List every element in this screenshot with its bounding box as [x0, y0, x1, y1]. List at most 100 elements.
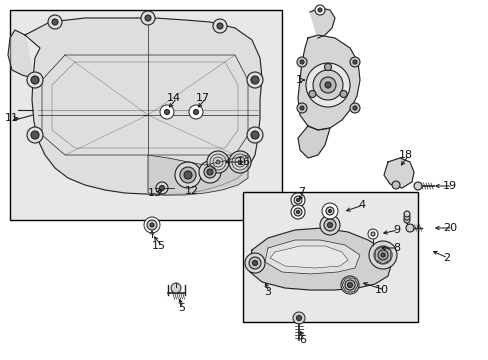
Text: 20: 20	[442, 223, 456, 233]
Circle shape	[314, 5, 325, 15]
Circle shape	[319, 215, 339, 235]
Circle shape	[250, 76, 259, 84]
Circle shape	[141, 11, 155, 25]
Circle shape	[317, 8, 321, 12]
Polygon shape	[264, 240, 359, 274]
Circle shape	[203, 166, 216, 178]
Circle shape	[296, 103, 306, 113]
Circle shape	[238, 160, 242, 164]
Circle shape	[27, 127, 43, 143]
Circle shape	[164, 109, 169, 114]
Circle shape	[405, 224, 413, 232]
Circle shape	[352, 60, 356, 64]
Circle shape	[252, 261, 257, 266]
Circle shape	[292, 312, 305, 324]
Circle shape	[206, 151, 228, 173]
Circle shape	[199, 161, 221, 183]
Circle shape	[246, 72, 263, 88]
Circle shape	[159, 185, 164, 190]
Circle shape	[319, 77, 335, 93]
Circle shape	[296, 198, 299, 202]
Polygon shape	[383, 158, 413, 188]
Circle shape	[171, 283, 181, 293]
Text: 5: 5	[178, 303, 184, 313]
Circle shape	[250, 131, 259, 139]
Circle shape	[373, 246, 391, 264]
Text: 14: 14	[167, 93, 181, 103]
Polygon shape	[374, 246, 390, 264]
Text: 19: 19	[442, 181, 456, 191]
Circle shape	[216, 160, 220, 164]
Circle shape	[147, 220, 157, 230]
Circle shape	[403, 211, 409, 217]
Circle shape	[368, 241, 396, 269]
Text: 6: 6	[298, 335, 305, 345]
Circle shape	[370, 232, 374, 236]
Text: 17: 17	[196, 93, 210, 103]
Circle shape	[377, 250, 387, 260]
Circle shape	[217, 23, 223, 29]
Circle shape	[299, 106, 304, 110]
Polygon shape	[8, 30, 33, 78]
Text: 3: 3	[264, 287, 270, 297]
Circle shape	[296, 315, 301, 320]
Circle shape	[352, 106, 356, 110]
Circle shape	[206, 169, 213, 175]
Circle shape	[324, 63, 331, 71]
Text: 9: 9	[392, 225, 399, 235]
Circle shape	[193, 109, 198, 114]
Text: 18: 18	[398, 150, 412, 160]
Polygon shape	[148, 155, 247, 195]
Circle shape	[380, 253, 384, 257]
Circle shape	[308, 90, 315, 98]
Circle shape	[248, 257, 261, 269]
Circle shape	[156, 182, 168, 194]
Circle shape	[175, 162, 201, 188]
Circle shape	[290, 205, 305, 219]
Circle shape	[244, 253, 264, 273]
Circle shape	[189, 105, 203, 119]
Circle shape	[325, 207, 333, 215]
Text: 7: 7	[297, 187, 305, 197]
Circle shape	[293, 208, 302, 216]
Circle shape	[296, 211, 299, 213]
Circle shape	[31, 131, 39, 139]
Circle shape	[296, 57, 306, 67]
Text: 10: 10	[374, 285, 388, 295]
Circle shape	[31, 76, 39, 84]
Circle shape	[293, 196, 302, 204]
Polygon shape	[341, 278, 357, 292]
Circle shape	[290, 193, 305, 207]
Circle shape	[312, 70, 342, 100]
Circle shape	[48, 15, 62, 29]
Text: 12: 12	[184, 186, 199, 196]
Circle shape	[213, 19, 226, 33]
Text: 8: 8	[392, 243, 399, 253]
Circle shape	[160, 105, 174, 119]
Circle shape	[324, 219, 335, 231]
Polygon shape	[297, 126, 329, 158]
Text: 4: 4	[357, 200, 365, 210]
Circle shape	[347, 283, 352, 288]
Circle shape	[305, 63, 349, 107]
Text: 15: 15	[152, 241, 165, 251]
Text: 13: 13	[148, 188, 162, 198]
Polygon shape	[249, 228, 391, 290]
Bar	[243, 192, 417, 322]
Circle shape	[349, 57, 359, 67]
Circle shape	[143, 217, 160, 233]
Circle shape	[349, 103, 359, 113]
Text: 16: 16	[237, 157, 250, 167]
Polygon shape	[25, 18, 262, 195]
Circle shape	[228, 151, 250, 173]
Circle shape	[345, 280, 354, 290]
Circle shape	[183, 171, 192, 179]
Bar	[10, 10, 282, 220]
Circle shape	[328, 210, 331, 212]
Circle shape	[246, 127, 263, 143]
Circle shape	[403, 217, 409, 223]
Circle shape	[347, 283, 351, 287]
Circle shape	[150, 223, 154, 227]
Circle shape	[299, 60, 304, 64]
Polygon shape	[309, 8, 334, 38]
